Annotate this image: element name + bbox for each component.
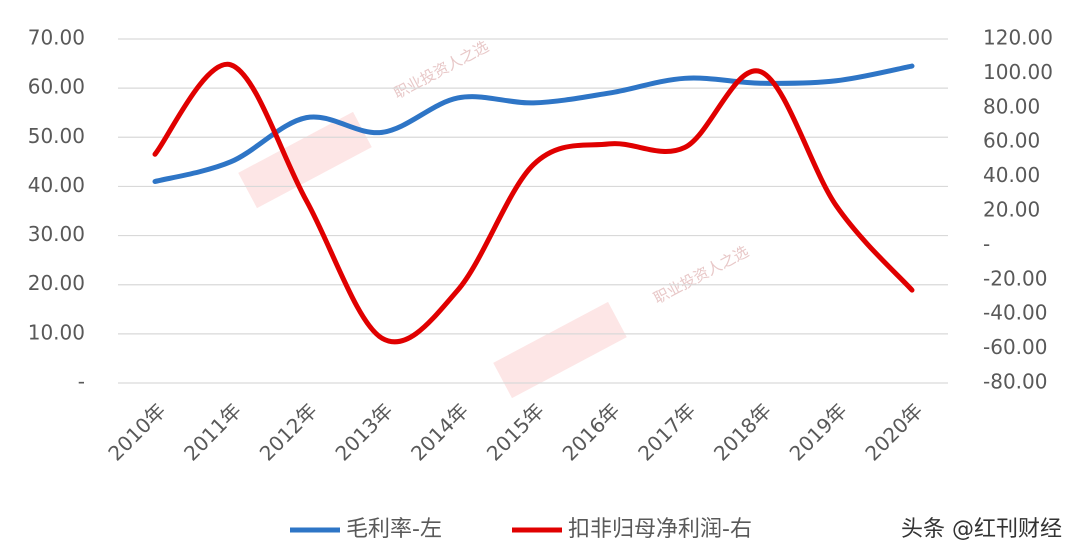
watermark: 职业投资人之选 (651, 242, 752, 307)
y-tick-label: 70.00 (28, 26, 85, 50)
x-tick-label: 2015年 (482, 398, 549, 465)
x-tick-label: 2018年 (709, 398, 776, 465)
x-tick-label: 2016年 (558, 398, 625, 465)
y2-tick-label: 20.00 (983, 198, 1040, 222)
x-tick-label: 2017年 (633, 398, 700, 465)
y2-tick-label: -60.00 (983, 335, 1047, 359)
x-tick-label: 2010年 (103, 398, 170, 465)
y2-tick-label: - (983, 232, 990, 256)
x-tick-label: 2013年 (330, 398, 397, 465)
y-tick-label: 30.00 (28, 222, 85, 246)
source: 头条 @红刊财经 (901, 517, 1062, 542)
legend-label: 扣非归母净利润-右 (568, 517, 752, 542)
y-tick-label: 50.00 (28, 124, 85, 148)
line (152, 63, 915, 185)
y2-tick-label: 80.00 (983, 94, 1040, 118)
y-tick-label: 60.00 (28, 75, 85, 99)
x-tick-label: 2014年 (406, 398, 473, 465)
y-tick-label: - (78, 370, 85, 394)
y2-tick-label: 120.00 (983, 26, 1053, 50)
x-tick-label: 2011年 (179, 398, 246, 465)
watermark-logo (238, 111, 372, 209)
watermark-logo (493, 301, 627, 399)
y2-tick-label: -40.00 (983, 301, 1047, 325)
y2-tick-label: 100.00 (983, 60, 1053, 84)
y2-tick-label: 60.00 (983, 129, 1040, 153)
line (152, 62, 915, 345)
watermark: 职业投资人之选 (391, 37, 492, 102)
y2-tick-label: -80.00 (983, 370, 1047, 394)
legend-label: 毛利率-左 (346, 517, 442, 542)
x-tick-label: 2019年 (785, 398, 852, 465)
x-tick-label: 2020年 (860, 398, 927, 465)
y-tick-label: 10.00 (28, 320, 85, 344)
y-tick-label: 20.00 (28, 271, 85, 295)
y2-tick-label: 40.00 (983, 163, 1040, 187)
y-tick-label: 40.00 (28, 173, 85, 197)
y2-tick-label: -20.00 (983, 266, 1047, 290)
x-tick-label: 2012年 (255, 398, 322, 465)
